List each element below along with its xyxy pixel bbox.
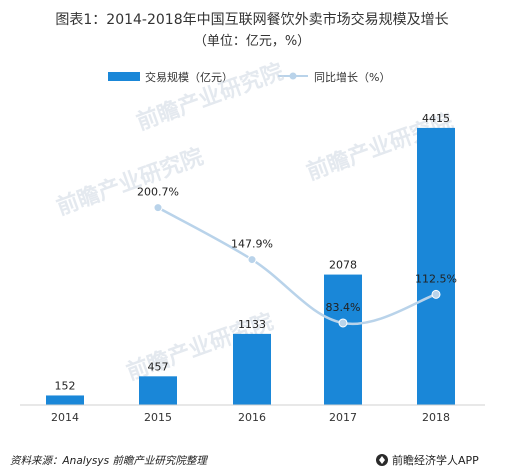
bar-2015: [139, 376, 177, 405]
growth-value-label: 147.9%: [231, 238, 273, 251]
growth-line-layer: 200.7% 147.9% 83.4% 112.5%: [137, 186, 457, 328]
bar-value-label: 1133: [238, 318, 266, 331]
x-tick-label: 2015: [144, 411, 172, 424]
bar-value-label: 2078: [329, 259, 357, 272]
bar-value-label: 152: [55, 379, 76, 392]
bar-2017: [324, 274, 362, 405]
legend-bar-swatch: [108, 72, 140, 81]
x-tick-label: 2017: [329, 411, 357, 424]
x-tick-label: 2018: [422, 411, 450, 424]
source-note: 资料来源：Analysys 前瞻产业研究院整理: [10, 455, 208, 467]
bar-2016: [233, 333, 271, 405]
growth-value-label: 200.7%: [137, 186, 179, 199]
bar-value-label: 4415: [422, 112, 450, 125]
bar-value-label: 457: [148, 360, 169, 373]
legend-label-bar: 交易规模（亿元）: [145, 70, 233, 84]
legend: 交易规模（亿元） 同比增长（%）: [108, 70, 390, 84]
growth-value-label: 112.5%: [415, 272, 457, 285]
bar-2018: [417, 127, 455, 405]
watermark-text: 前瞻产业研究院: [53, 144, 207, 221]
x-axis-ticks: 2014 2015 2016 2017 2018: [51, 411, 450, 424]
chart-subtitle: （单位：亿元，%）: [194, 34, 310, 49]
growth-point-2015: [153, 203, 163, 213]
growth-point-2018: [431, 289, 441, 299]
growth-line: [157, 206, 437, 326]
brand-logo-mark: [379, 456, 385, 464]
growth-point-2017: [338, 318, 348, 328]
brand-name: 前瞻经济学人APP: [392, 453, 479, 467]
bars-layer: 152 457 1133 2078 4415: [46, 112, 455, 405]
chart-title: 图表1：2014-2018年中国互联网餐饮外卖市场交易规模及增长: [55, 11, 448, 28]
growth-point-2016: [247, 255, 257, 265]
x-tick-label: 2014: [51, 411, 79, 424]
x-tick-label: 2016: [238, 411, 266, 424]
legend-label-line: 同比增长（%）: [314, 70, 390, 84]
brand: 前瞻经济学人APP: [376, 453, 479, 467]
legend-line-marker: [289, 72, 297, 80]
bar-2014: [46, 395, 84, 405]
growth-value-label: 83.4%: [326, 301, 361, 314]
